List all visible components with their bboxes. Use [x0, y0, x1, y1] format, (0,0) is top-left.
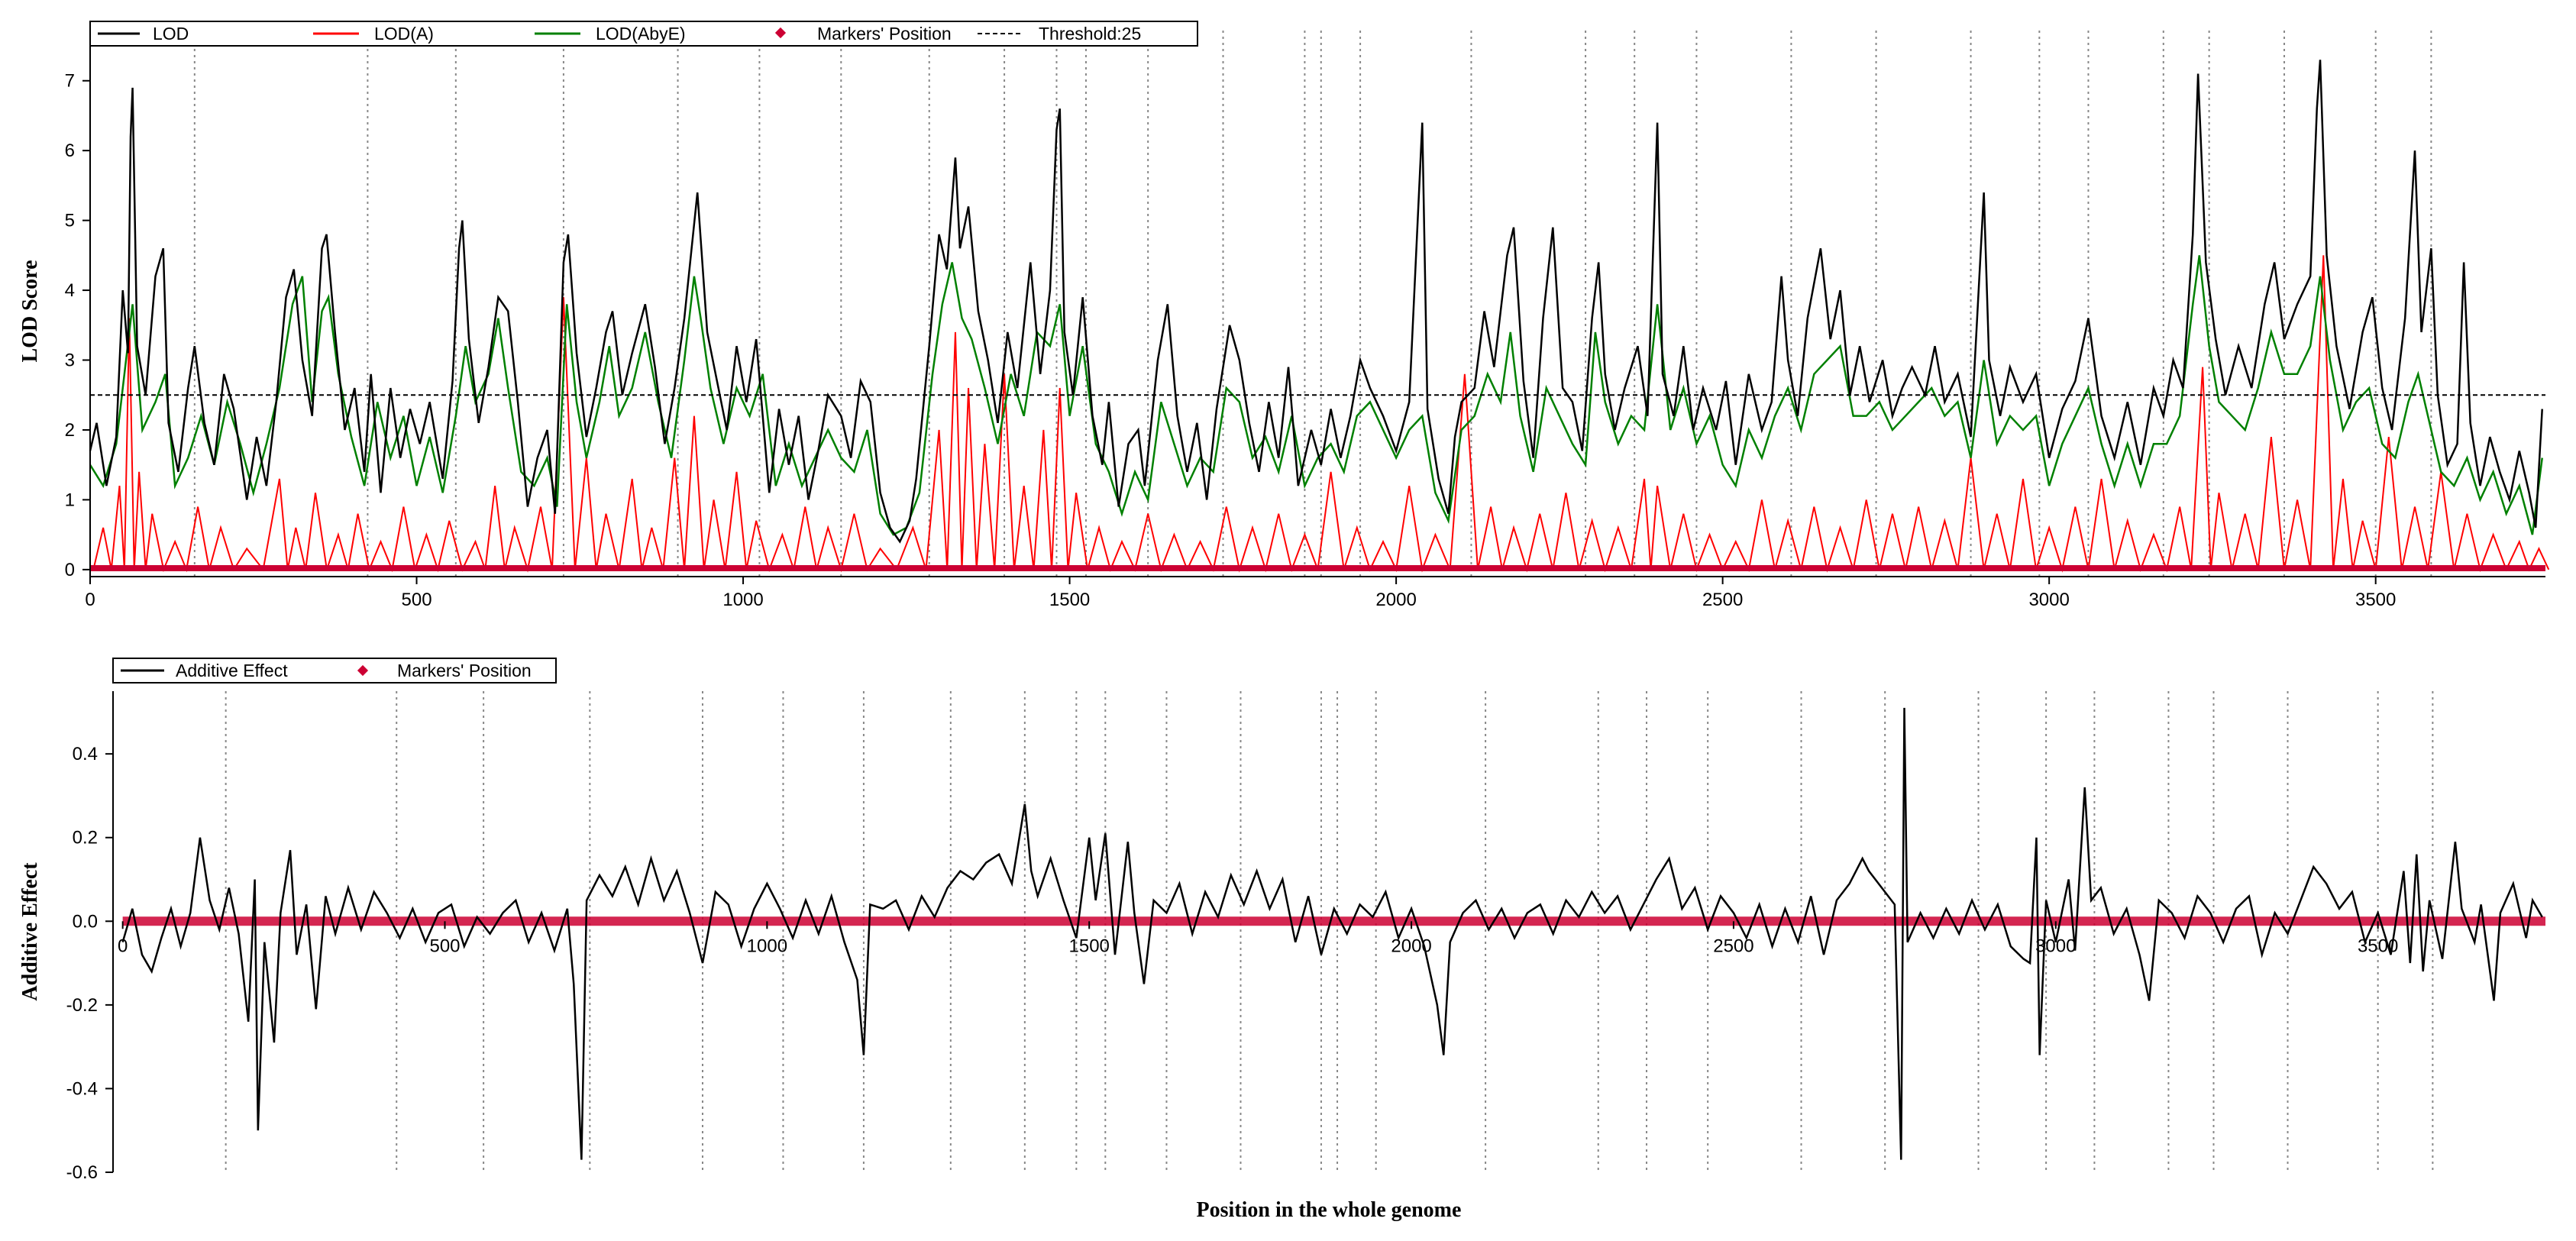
x-tick-label: 2500: [1702, 590, 1743, 610]
y-tick-label: 0.4: [73, 744, 98, 764]
legend-label-threshold: Threshold:25: [1039, 24, 1141, 44]
y-tick-label: 1: [65, 490, 75, 510]
x-tick-label: 3500: [2355, 590, 2396, 610]
y-axis-label: Additive Effect: [18, 862, 42, 1001]
y-tick-label: 3: [65, 351, 75, 371]
y-tick-label: -0.6: [66, 1162, 98, 1183]
y-axis-label: LOD Score: [18, 260, 42, 362]
legend-bottom: Additive Effect Markers' Position: [112, 658, 557, 684]
y-tick-label: 7: [65, 71, 75, 92]
x-tick-label: 500: [402, 590, 432, 610]
x-tick-label: 2500: [1713, 936, 1753, 956]
y-tick-label: -0.2: [66, 995, 98, 1016]
x-tick-label: 0: [118, 936, 128, 956]
legend-label-additive: Additive Effect: [176, 661, 288, 680]
x-tick-label: 3500: [2358, 936, 2398, 956]
y-tick-label: -0.4: [66, 1078, 98, 1099]
legend-label-lod-a: LOD(A): [374, 24, 434, 44]
x-tick-label: 500: [429, 936, 460, 956]
lod-a-series: [92, 255, 2550, 573]
x-tick-label: 1500: [1069, 936, 1110, 956]
legend-label-lod: LOD: [153, 24, 189, 44]
x-tick-label: 2000: [1391, 936, 1431, 956]
y-tick-label: 0.2: [73, 828, 98, 848]
legend-box: [112, 658, 557, 684]
lod-score-panel: 0 1 2 3 4 5 6 7 0 500 1000 1500 2000 2500 3000 3500 LOD …: [18, 21, 2550, 610]
legend-top: LOD LOD(A) LOD(AbyE) Markers' Position Thres…: [89, 21, 1198, 47]
x-tick-label: 1000: [722, 590, 763, 610]
x-tick-label: 0: [85, 590, 95, 610]
lod-abye-series: [89, 255, 2543, 536]
legend-label-lod-abye: LOD(AbyE): [596, 24, 686, 44]
y-tick-label: 5: [65, 211, 75, 231]
y-tick-label: 0.0: [73, 911, 98, 932]
legend-label-markers: Markers' Position: [817, 24, 952, 44]
legend-box: [89, 21, 1198, 47]
x-tick-label: 3000: [2028, 590, 2069, 610]
additive-effect-series: [121, 707, 2543, 1160]
y-tick-label: 0: [65, 560, 75, 580]
y-tick-label: 6: [65, 141, 75, 161]
x-tick-label: 2000: [1375, 590, 1416, 610]
x-tick-label: 1000: [747, 936, 787, 956]
x-axis-label: Position in the whole genome: [1197, 1198, 1462, 1222]
y-tick-label: 4: [65, 280, 75, 301]
legend-swatch-markers: [774, 27, 787, 39]
legend-swatch-markers: [357, 664, 369, 677]
additive-effect-panel: 0.4 0.2 0.0 -0.2 -0.4 -0.6 0 500 1000 1500 2000 250…: [18, 658, 2545, 1183]
x-tick-label: 3000: [2035, 936, 2076, 956]
lod-series: [89, 60, 2543, 544]
legend-label-markers: Markers' Position: [397, 661, 532, 680]
x-tick-label: 1500: [1049, 590, 1090, 610]
y-tick-label: 2: [65, 420, 75, 441]
